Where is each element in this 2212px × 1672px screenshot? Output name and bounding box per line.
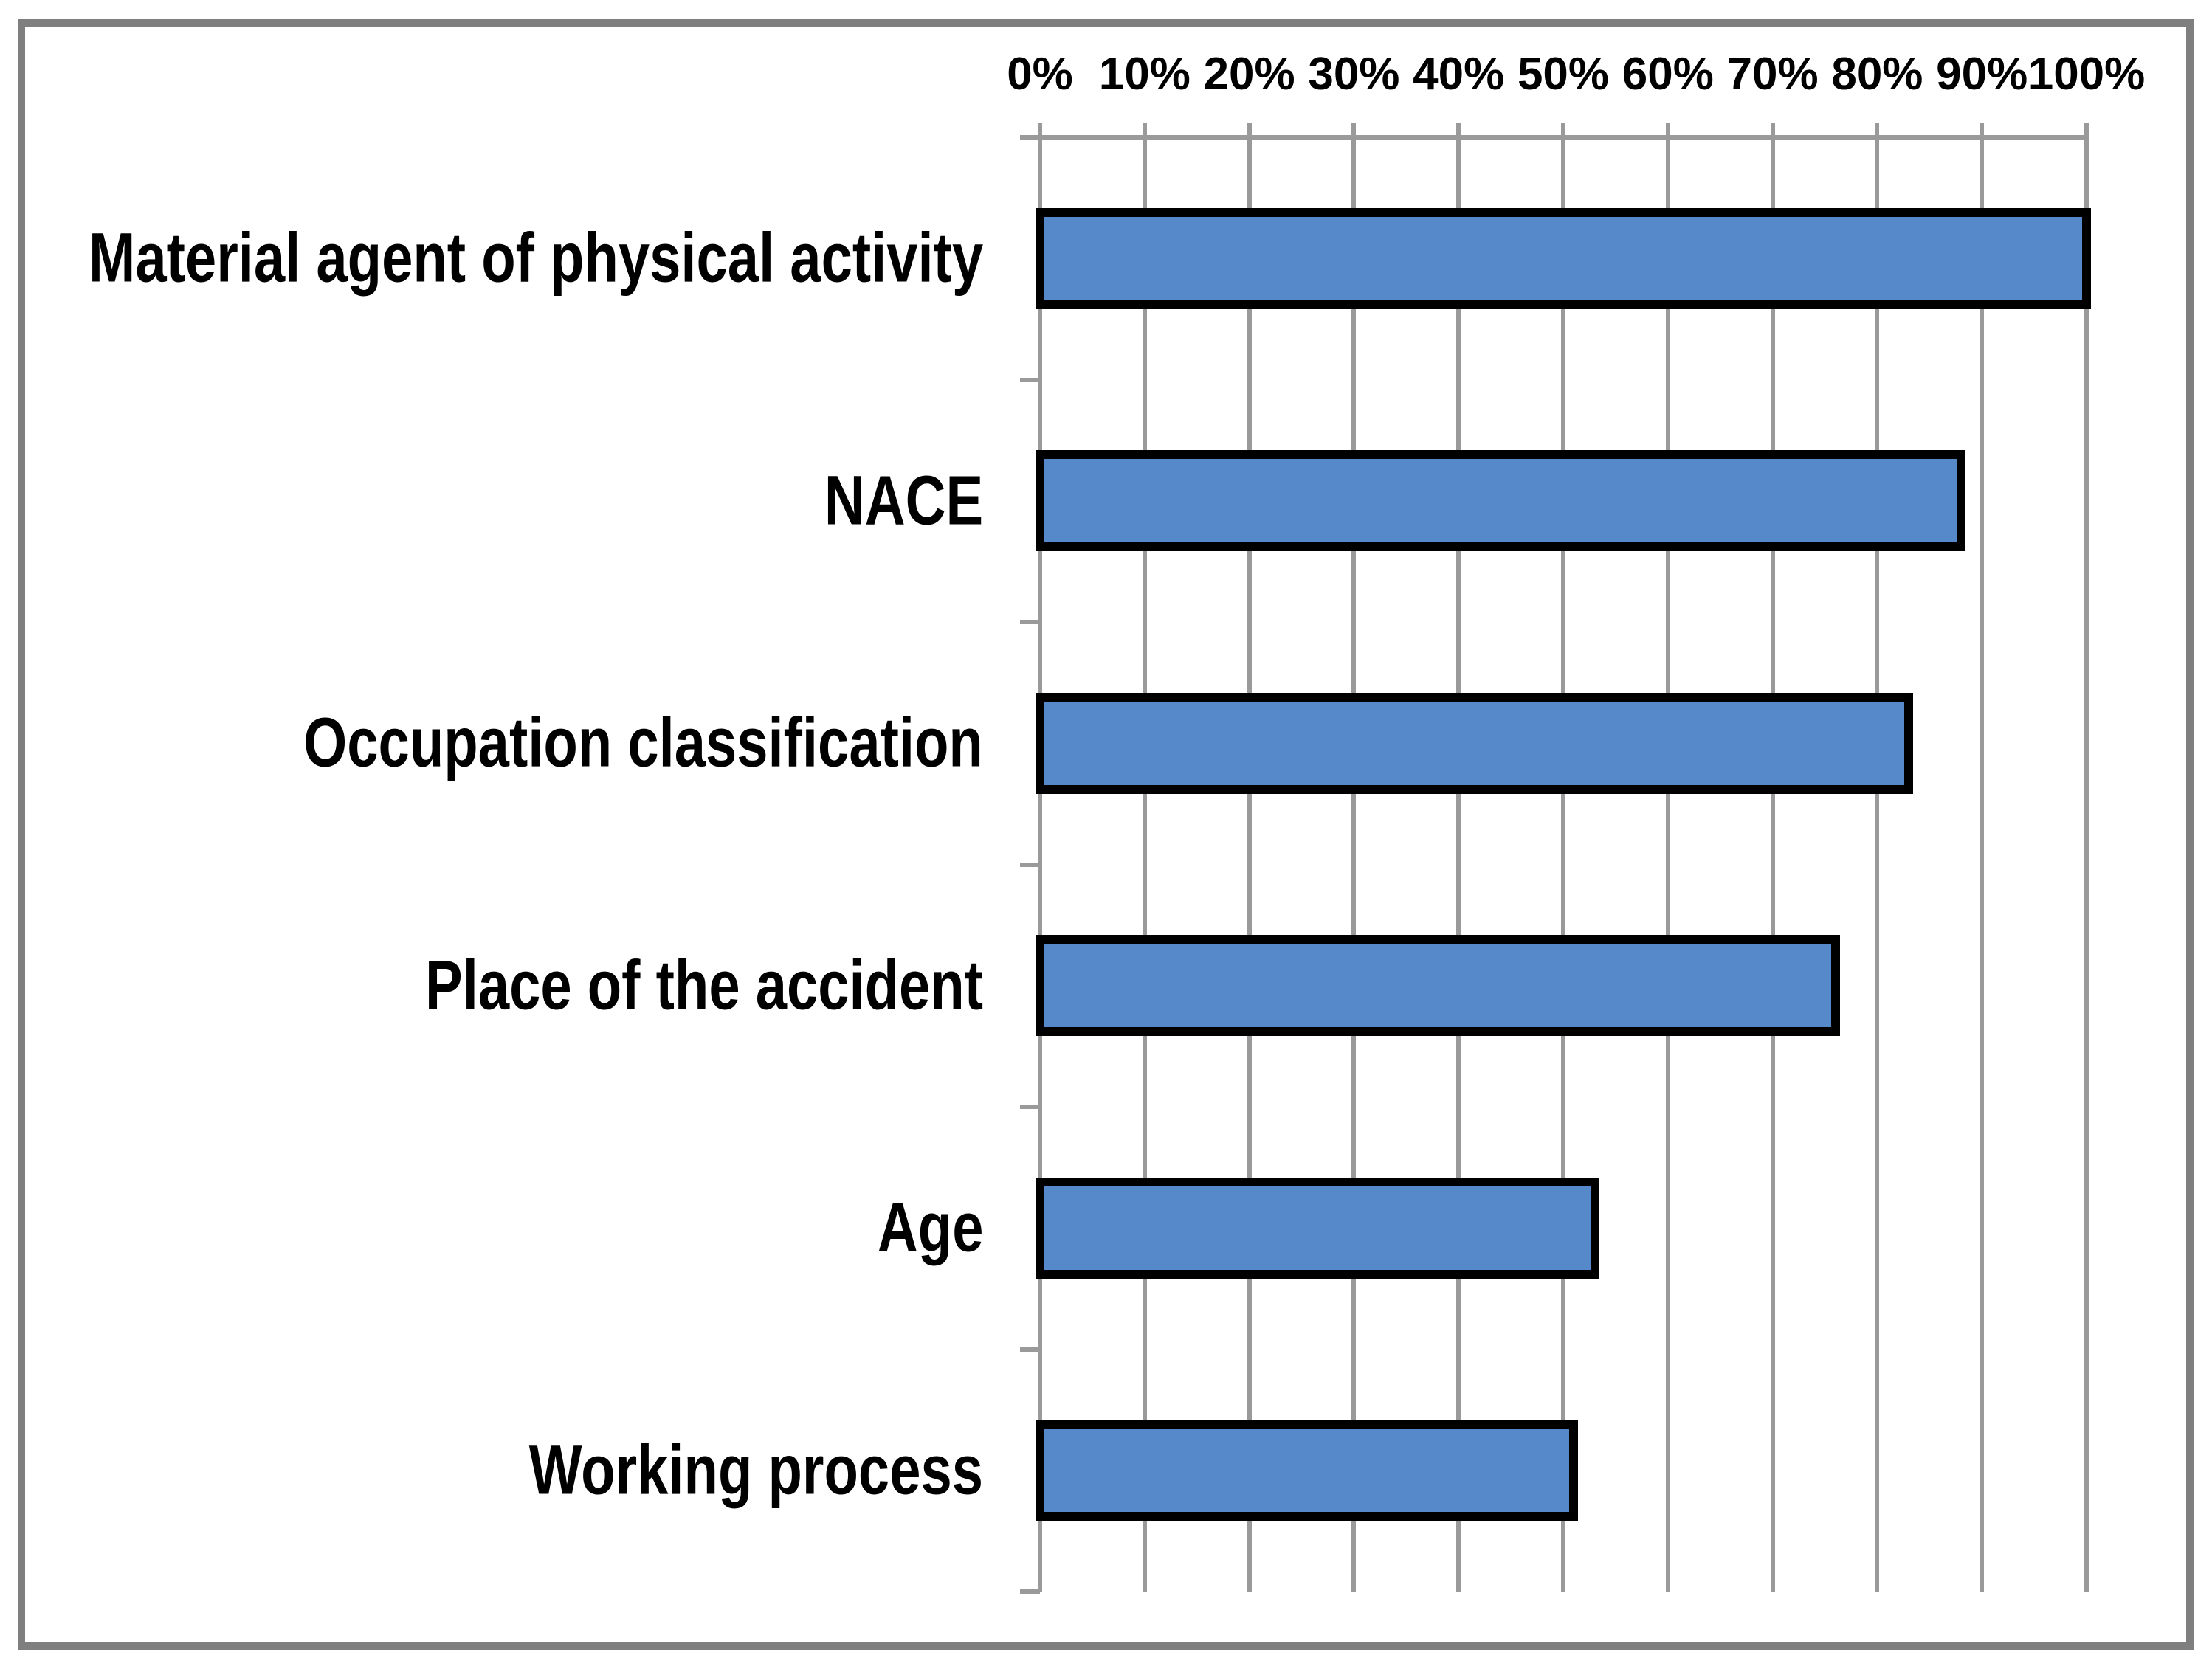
gridline [2084, 123, 2089, 1592]
category-label-place-of-the-accident: Place of the accident [424, 946, 983, 1025]
gridline [1351, 123, 1357, 1592]
x-axis-tick-label: 80% [1831, 49, 1923, 100]
x-axis-tick-label: 40% [1413, 49, 1505, 100]
bar-occupation-classification [1036, 692, 1913, 794]
x-axis-tick-label: 60% [1622, 49, 1714, 100]
category-label-material-agent-of-physical-activity: Material agent of physical activity [88, 218, 983, 297]
x-axis-tick-label: 50% [1517, 49, 1610, 100]
x-axis-tick-label: 20% [1203, 49, 1295, 100]
x-axis-tick-label: 70% [1726, 49, 1819, 100]
x-axis-tick-label: 90% [1936, 49, 2028, 100]
gridline [1665, 123, 1670, 1592]
bar-place-of-the-accident [1036, 935, 1840, 1037]
x-axis-tick-label: 30% [1308, 49, 1400, 100]
gridline [1875, 123, 1880, 1592]
bar-working-process [1036, 1420, 1579, 1521]
category-label-working-process: Working process [528, 1431, 983, 1510]
gridline [1142, 123, 1147, 1592]
gridline [1247, 123, 1252, 1592]
gridline [1456, 123, 1461, 1592]
bar-material-agent-of-physical-activity [1036, 207, 2091, 309]
category-axis-tick [1020, 620, 1040, 624]
bar-nace [1036, 450, 1965, 552]
category-label-occupation-classification: Occupation classification [303, 703, 983, 782]
category-axis-tick [1020, 1347, 1040, 1352]
category-axis-tick [1020, 862, 1040, 867]
bar-age [1036, 1177, 1599, 1279]
category-label-nace: NACE [824, 461, 983, 540]
gridline [1561, 123, 1565, 1592]
category-label-age: Age [877, 1188, 983, 1267]
gridline [1038, 123, 1042, 1592]
x-axis-tick-label: 10% [1098, 49, 1191, 100]
gridline [1980, 123, 1985, 1592]
chart-frame [18, 19, 2194, 1650]
category-axis-tick [1020, 1105, 1040, 1109]
gridline [1770, 123, 1775, 1592]
x-axis-line [1020, 135, 2089, 140]
x-axis-tick-label: 0% [1007, 49, 1073, 100]
x-axis-tick-label: 100% [2027, 49, 2146, 100]
category-axis-tick [1020, 377, 1040, 382]
category-axis-tick [1020, 1589, 1040, 1594]
